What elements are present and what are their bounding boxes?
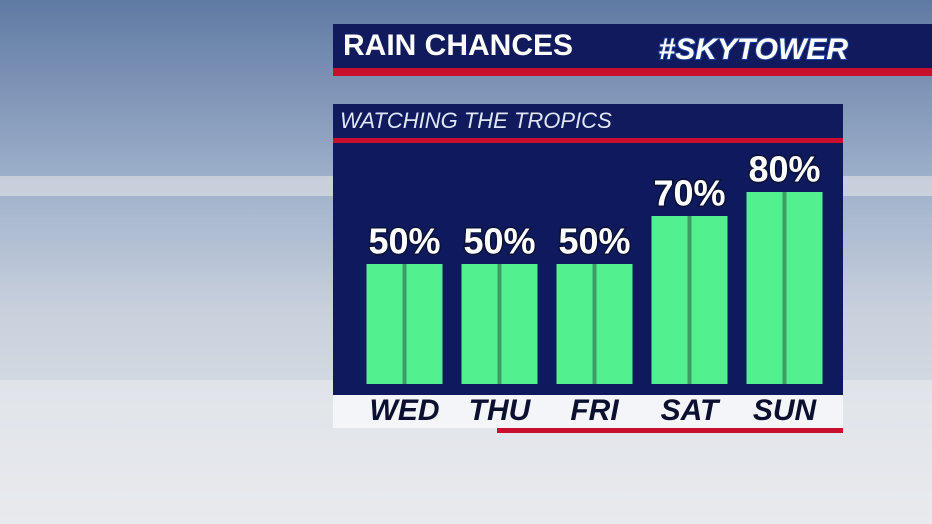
- logo: #SKYTOWER: [659, 33, 849, 66]
- x-tick-label: WED: [370, 394, 440, 427]
- x-tick-label: FRI: [570, 394, 619, 427]
- header-stripe: [333, 68, 932, 76]
- bar-divider: [687, 216, 692, 384]
- bar-divider: [782, 192, 787, 384]
- x-tick-label: SAT: [661, 394, 721, 427]
- value-label: 50%: [463, 221, 535, 262]
- header-bar: [333, 24, 932, 68]
- bar-divider: [592, 264, 597, 384]
- x-tick-label: SUN: [753, 394, 818, 427]
- value-label: 80%: [748, 149, 820, 190]
- subtitle-bar: [333, 104, 843, 138]
- label-strip: [333, 395, 843, 428]
- label-stripe: [497, 428, 843, 433]
- value-label: 70%: [653, 173, 725, 214]
- bar-divider: [402, 264, 407, 384]
- value-label: 50%: [368, 221, 440, 262]
- chart-title: RAIN CHANCES: [343, 29, 573, 62]
- value-label: 50%: [558, 221, 630, 262]
- x-tick-label: THU: [469, 394, 532, 427]
- subtitle-stripe: [333, 138, 843, 143]
- subtitle: WATCHING THE TROPICS: [340, 108, 612, 133]
- bar-divider: [497, 264, 502, 384]
